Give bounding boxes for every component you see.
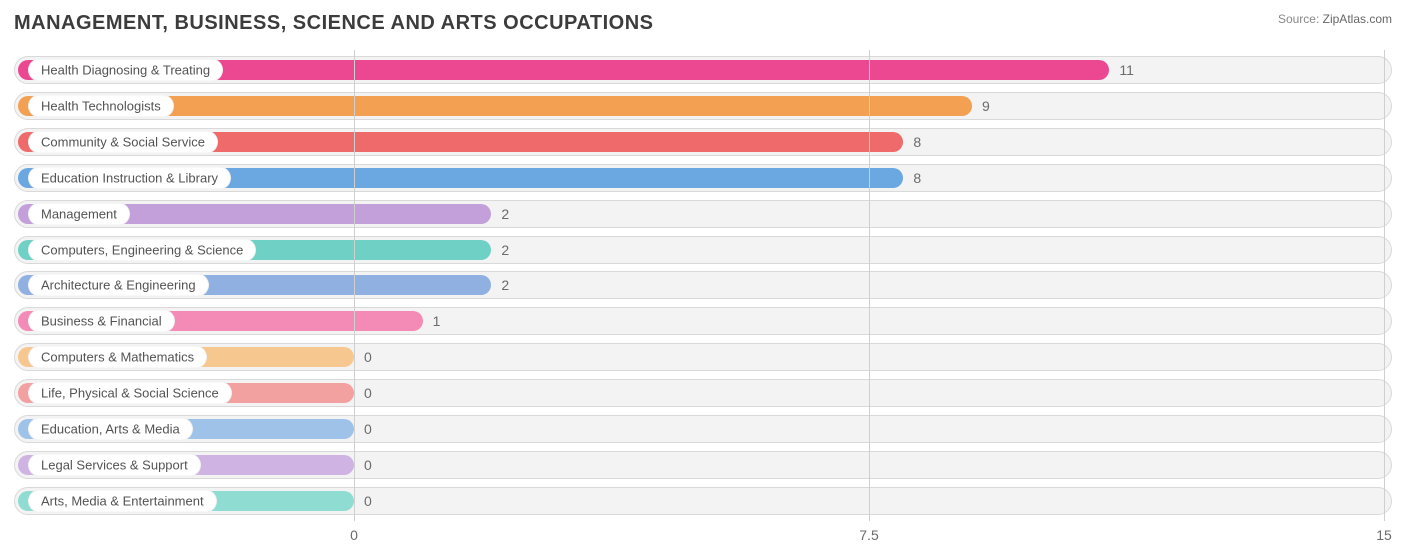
bar-row: Health Technologists 9 (14, 92, 1392, 120)
chart-title: MANAGEMENT, BUSINESS, SCIENCE AND ARTS O… (0, 0, 1406, 35)
bar-row: Computers & Mathematics 0 (14, 343, 1392, 371)
bar-row: Business & Financial 1 (14, 307, 1392, 335)
bar-row: Health Diagnosing & Treating 11 (14, 56, 1392, 84)
chart: Health Diagnosing & Treating 11 Health Tec… (14, 42, 1392, 549)
bar-rows: Health Diagnosing & Treating 11 Health Tec… (14, 50, 1392, 521)
bar-label: Community & Social Service (28, 130, 218, 153)
bar-label: Health Technologists (28, 94, 174, 117)
bar-value: 0 (364, 457, 372, 473)
bar-label: Health Diagnosing & Treating (28, 58, 223, 81)
x-tick-label: 7.5 (859, 527, 878, 543)
bar-label: Business & Financial (28, 310, 175, 333)
bar-label: Education, Arts & Media (28, 418, 193, 441)
gridline (1384, 50, 1385, 521)
bar-label: Arts, Media & Entertainment (28, 490, 217, 513)
plot-area: Health Diagnosing & Treating 11 Health Tec… (14, 50, 1392, 521)
bar-value: 2 (501, 206, 509, 222)
bar-value: 8 (913, 134, 921, 150)
gridline (354, 50, 355, 521)
bar-row: Management 2 (14, 200, 1392, 228)
source-attribution: Source: ZipAtlas.com (1278, 12, 1392, 26)
bar-label: Education Instruction & Library (28, 166, 231, 189)
bar-value: 0 (364, 385, 372, 401)
bar-value: 2 (501, 242, 509, 258)
bar-value: 0 (364, 421, 372, 437)
bar-row: Community & Social Service 8 (14, 128, 1392, 156)
bar-row: Education, Arts & Media 0 (14, 415, 1392, 443)
bar-label: Computers, Engineering & Science (28, 238, 256, 261)
bar-value: 9 (982, 98, 990, 114)
gridline (869, 50, 870, 521)
bar-label: Architecture & Engineering (28, 274, 209, 297)
bar-value: 8 (913, 170, 921, 186)
bar-row: Life, Physical & Social Science 0 (14, 379, 1392, 407)
bar-value: 0 (364, 493, 372, 509)
bar-value: 1 (433, 313, 441, 329)
bar-label: Computers & Mathematics (28, 346, 207, 369)
bar-value: 0 (364, 349, 372, 365)
x-tick-label: 0 (350, 527, 358, 543)
bar-value: 11 (1119, 62, 1134, 78)
source-label: Source: (1278, 12, 1319, 26)
bar-row: Arts, Media & Entertainment 0 (14, 487, 1392, 515)
bar-value: 2 (501, 277, 509, 293)
x-tick-label: 15 (1376, 527, 1392, 543)
bar-label: Management (28, 202, 130, 225)
bar-label: Life, Physical & Social Science (28, 382, 232, 405)
bar-row: Architecture & Engineering 2 (14, 271, 1392, 299)
bar-label: Legal Services & Support (28, 454, 201, 477)
bar-row: Computers, Engineering & Science 2 (14, 236, 1392, 264)
bar-row: Education Instruction & Library 8 (14, 164, 1392, 192)
bar-row: Legal Services & Support 0 (14, 451, 1392, 479)
source-site: ZipAtlas.com (1323, 12, 1392, 26)
